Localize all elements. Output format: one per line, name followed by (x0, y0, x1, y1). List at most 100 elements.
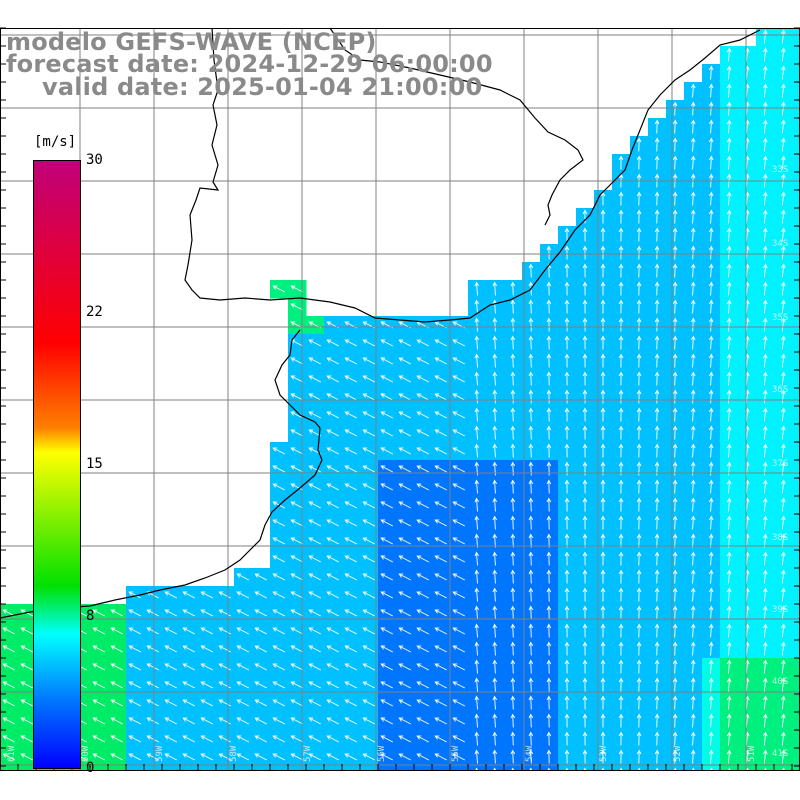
wind-cell (792, 28, 800, 47)
wind-arrow (618, 695, 624, 710)
wind-arrow (308, 663, 322, 671)
wind-cell (792, 658, 800, 677)
wind-arrow (254, 771, 268, 779)
wind-arrow (92, 735, 106, 743)
wind-arrow (618, 479, 624, 494)
wind-arrow (290, 339, 304, 347)
wind-cell (792, 352, 800, 371)
wind-arrow (474, 569, 480, 584)
wind-arrow (636, 425, 642, 440)
wind-arrow (618, 641, 624, 656)
wind-arrow (582, 407, 588, 422)
wind-arrow (146, 771, 160, 779)
wind-arrow (434, 501, 448, 509)
wind-arrow (416, 717, 430, 725)
wind-arrow (600, 551, 606, 566)
wind-arrow (690, 533, 696, 548)
wind-arrow (272, 663, 286, 671)
wind-arrow (452, 537, 466, 545)
wind-cell (576, 766, 595, 770)
wind-arrow (362, 735, 376, 743)
wind-arrow (726, 605, 732, 620)
wind-arrow (654, 353, 660, 368)
wind-arrow (492, 551, 498, 566)
wind-cell (792, 46, 800, 65)
wind-cell (792, 568, 800, 587)
wind-arrow (708, 227, 714, 242)
wind-arrow (308, 483, 322, 491)
wind-arrow (362, 717, 376, 725)
wind-arrow (56, 771, 70, 779)
wind-arrow (362, 681, 376, 689)
lon-label: 53W (599, 745, 609, 762)
wind-arrow (528, 263, 534, 278)
wind-arrow (636, 695, 642, 710)
wind-cell (288, 766, 307, 770)
wind-arrow (600, 209, 606, 224)
wind-arrow (564, 335, 570, 350)
wind-arrow (600, 443, 606, 458)
wind-arrow (781, 137, 786, 152)
coastline-bay (274, 329, 321, 429)
wind-arrow (182, 645, 196, 653)
wind-arrow (636, 443, 642, 458)
wind-arrow (272, 483, 286, 491)
wind-arrow (474, 677, 480, 692)
wind-arrow (474, 605, 480, 620)
wind-arrow (474, 353, 480, 368)
wind-arrow (708, 425, 714, 440)
wind-arrow (272, 771, 286, 779)
wind-arrow (492, 713, 498, 728)
wind-arrow (474, 389, 480, 404)
wind-arrow (528, 497, 534, 512)
wind-arrow (781, 659, 786, 674)
wind-arrow (326, 663, 340, 671)
wind-cell (396, 766, 415, 770)
wind-arrow (236, 663, 250, 671)
wind-arrow (474, 335, 480, 350)
wind-arrow (564, 569, 570, 584)
wind-arrow (308, 375, 322, 383)
wind-arrow (452, 735, 466, 743)
wind-arrow (416, 429, 430, 437)
wind-arrow (582, 677, 588, 692)
wind-arrow (636, 407, 642, 422)
wind-arrow (434, 573, 448, 581)
wind-arrow (110, 699, 124, 707)
wind-arrow (618, 677, 624, 692)
wind-arrow (492, 533, 498, 548)
wind-arrow (20, 663, 34, 671)
wind-arrow (781, 569, 786, 584)
wind-arrow (128, 735, 142, 743)
wind-arrow (492, 317, 498, 332)
wind-arrow (600, 335, 606, 350)
wind-cell (558, 766, 577, 770)
wind-cell (792, 208, 800, 227)
wind-arrow (434, 627, 448, 635)
wind-arrow (380, 501, 394, 509)
coastline-south (0, 427, 323, 619)
lat-label: 40S (772, 677, 788, 687)
wind-arrow (290, 681, 304, 689)
wind-arrow (781, 227, 786, 242)
wind-cell (792, 262, 800, 281)
wind-arrow (362, 537, 376, 545)
wind-arrow (474, 713, 480, 728)
wind-arrow (452, 591, 466, 599)
wind-arrow (546, 551, 552, 566)
wind-arrow (636, 335, 642, 350)
wind-arrow (781, 371, 786, 386)
wind-arrow (236, 627, 250, 635)
wind-arrow (200, 591, 214, 599)
wind-arrow (510, 425, 516, 440)
wind-arrow (618, 155, 624, 170)
wind-cell (522, 766, 541, 770)
wind-arrow (690, 119, 696, 134)
wind-cell (72, 766, 91, 770)
wind-arrow (510, 353, 516, 368)
wind-arrow (636, 371, 642, 386)
wind-arrow (398, 681, 412, 689)
wind-arrow (726, 695, 732, 710)
wind-arrow (146, 645, 160, 653)
wind-arrow (726, 533, 732, 548)
